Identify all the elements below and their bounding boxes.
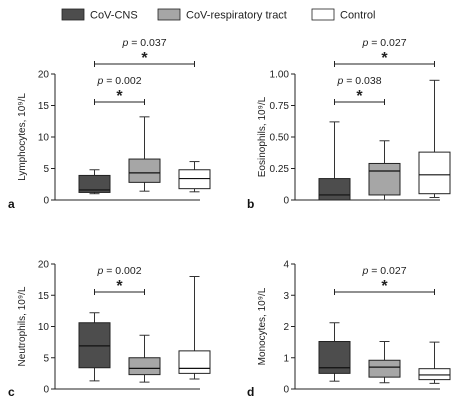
- box-2: [178, 161, 211, 193]
- box-2: [178, 276, 211, 380]
- box-2: [418, 79, 451, 198]
- legend-swatch-cov-cns: [61, 8, 85, 21]
- box-1: [128, 116, 161, 192]
- panel-letter: b: [247, 197, 254, 211]
- panel-c: 0 5 10 15 20 Neutrophils, 10⁹/L c *p = 0.002: [8, 260, 211, 399]
- p-value-label: p = 0.027: [361, 265, 406, 277]
- panel-d: 0 1 2 3 4 Monocytes, 10⁹/L d *p = 0.027: [247, 260, 451, 399]
- legend-swatch-control: [311, 8, 335, 21]
- comparison-0: *p = 0.002: [94, 265, 145, 295]
- y-tick-label: 15: [38, 101, 50, 112]
- box-1: [368, 341, 401, 384]
- iqr-box: [418, 151, 451, 195]
- box-0: [78, 312, 111, 382]
- legend-label-control: Control: [340, 10, 375, 22]
- comparison-1: *p = 0.027: [334, 37, 435, 67]
- y-tick-label: 0: [43, 196, 49, 207]
- significance-star: *: [381, 278, 388, 295]
- y-tick-label: 3: [283, 291, 289, 302]
- y-tick-label: 20: [38, 70, 50, 81]
- p-value-label: p = 0.038: [336, 75, 381, 87]
- y-axis-title: Lymphocytes, 10⁹/L: [17, 93, 28, 181]
- y-tick-label: 0: [43, 385, 49, 396]
- box-0: [318, 322, 351, 382]
- y-tick-label: 15: [38, 291, 50, 302]
- comparison-0: *p = 0.027: [334, 265, 435, 295]
- box-1: [368, 140, 401, 201]
- y-tick-label: 5: [43, 164, 49, 175]
- legend-label-cov-cns: CoV-CNS: [90, 10, 138, 22]
- y-tick-label: 0.50: [270, 133, 290, 144]
- y-tick-label: 10: [38, 322, 50, 333]
- box-2: [418, 341, 451, 384]
- significance-star: *: [116, 278, 123, 295]
- p-value-label: p = 0.002: [96, 75, 141, 87]
- panel-letter: c: [8, 385, 15, 399]
- legend-label-cov-respiratory: CoV-respiratory tract: [186, 10, 287, 22]
- iqr-box: [418, 368, 451, 381]
- iqr-box: [128, 357, 161, 376]
- iqr-box: [178, 169, 211, 190]
- iqr-box: [318, 178, 351, 201]
- legend-swatch-cov-respiratory: [157, 8, 181, 21]
- y-axis-title: Monocytes, 10⁹/L: [257, 287, 268, 365]
- comparison-0: *p = 0.038: [334, 75, 385, 105]
- box-0: [78, 169, 111, 195]
- y-tick-label: 20: [38, 260, 50, 271]
- panel-letter: d: [247, 385, 254, 399]
- comparison-1: *p = 0.037: [94, 37, 195, 67]
- panel-letter: a: [8, 197, 15, 211]
- y-tick-label: 1.00: [270, 70, 290, 81]
- iqr-box: [368, 162, 401, 196]
- y-tick-label: 5: [43, 353, 49, 364]
- p-value-label: p = 0.027: [361, 37, 406, 49]
- iqr-box: [318, 341, 351, 374]
- significance-star: *: [116, 88, 123, 105]
- significance-star: *: [356, 88, 363, 105]
- box-1: [128, 334, 161, 383]
- y-tick-label: 1: [283, 353, 289, 364]
- y-axis-title: Neutrophils, 10⁹/L: [17, 286, 28, 366]
- significance-star: *: [381, 50, 388, 67]
- box-0: [318, 121, 351, 201]
- p-value-label: p = 0.002: [96, 265, 141, 277]
- y-tick-label: 0.25: [270, 164, 290, 175]
- p-value-label: p = 0.037: [121, 37, 166, 49]
- y-tick-label: 4: [283, 260, 289, 271]
- legend: CoV-CNS CoV-respiratory tract Control: [61, 8, 375, 22]
- y-tick-label: 0: [283, 385, 289, 396]
- iqr-box: [78, 174, 111, 193]
- y-tick-label: 10: [38, 133, 50, 144]
- y-tick-label: 0: [283, 196, 289, 207]
- significance-star: *: [141, 50, 148, 67]
- y-tick-label: 2: [283, 322, 289, 333]
- iqr-box: [128, 158, 161, 183]
- y-axis-title: Eosinophils, 10⁹/L: [257, 96, 268, 177]
- iqr-box: [368, 359, 401, 378]
- iqr-box: [178, 350, 211, 374]
- iqr-box: [78, 322, 111, 369]
- y-tick-label: 0.75: [270, 101, 290, 112]
- comparison-0: *p = 0.002: [94, 75, 145, 105]
